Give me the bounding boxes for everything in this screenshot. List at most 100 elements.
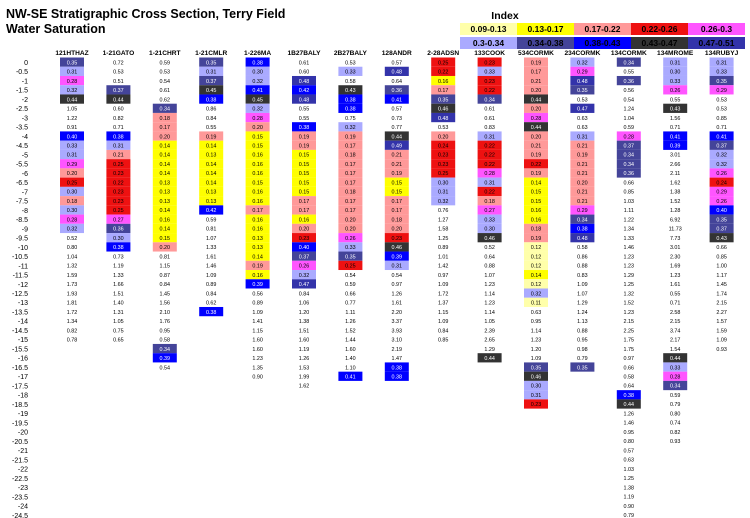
- saturation-cell: [616, 75, 641, 86]
- saturation-cell: [477, 177, 502, 187]
- saturation-value-label: 1.23: [624, 254, 635, 260]
- saturation-value-label: 0.17: [438, 88, 449, 94]
- saturation-value-label: 0.83: [484, 125, 495, 131]
- saturation-cell: [709, 131, 734, 141]
- saturation-value-label: 0.33: [345, 245, 356, 251]
- saturation-cell: [709, 66, 734, 76]
- well-name: 1-21CHRT: [149, 50, 181, 57]
- saturation-value-label: 1.46: [624, 245, 635, 251]
- saturation-value-label: 0.17: [345, 162, 356, 168]
- saturation-cell: [524, 149, 548, 160]
- saturation-value-label: 0.14: [206, 171, 217, 177]
- saturation-value-label: 0.88: [484, 264, 495, 270]
- saturation-value-label: 0.29: [577, 208, 588, 214]
- saturation-value-label: 0.34: [484, 97, 495, 103]
- saturation-value-label: 0.32: [345, 125, 356, 131]
- saturation-value-label: 0.30: [67, 208, 78, 214]
- well-name: 128ANDR: [382, 50, 412, 57]
- saturation-value-label: 0.41: [392, 97, 403, 103]
- saturation-cell: [292, 85, 316, 95]
- saturation-value-label: 1.52: [670, 199, 681, 205]
- saturation-value-label: 1.46: [206, 264, 217, 270]
- saturation-value-label: 0.23: [299, 236, 310, 242]
- saturation-value-label: 0.59: [345, 282, 356, 288]
- saturation-value-label: 0.44: [67, 97, 78, 103]
- saturation-value-label: 1.05: [113, 319, 124, 325]
- saturation-cell: [199, 196, 224, 206]
- saturation-cell: [524, 279, 548, 289]
- saturation-cell: [106, 205, 131, 215]
- saturation-cell: [384, 205, 409, 215]
- saturation-value-label: 1.09: [531, 356, 542, 362]
- saturation-value-label: 0.22: [484, 190, 495, 196]
- saturation-value-label: 0.86: [577, 254, 588, 260]
- saturation-value-label: 0.32: [716, 162, 727, 168]
- saturation-value-label: 0.75: [345, 116, 356, 122]
- saturation-cell: [152, 177, 177, 187]
- saturation-value-label: 0.20: [299, 227, 310, 233]
- saturation-value-label: 0.28: [484, 171, 495, 177]
- saturation-value-label: 0.32: [252, 107, 263, 113]
- saturation-value-label: 1.60: [252, 338, 263, 344]
- saturation-value-label: 1.27: [438, 217, 449, 223]
- saturation-value-label: 1.23: [484, 282, 495, 288]
- saturation-cell: [384, 159, 409, 169]
- saturation-value-label: 0.31: [577, 134, 588, 140]
- saturation-value-label: 0.53: [716, 97, 727, 103]
- depth-tick-label: -10.5: [12, 254, 28, 261]
- saturation-value-label: 0.37: [624, 144, 635, 150]
- saturation-value-label: 0.34: [160, 107, 171, 113]
- saturation-cell: [524, 214, 548, 224]
- saturation-cell: [524, 168, 548, 178]
- saturation-value-label: 0.43: [716, 236, 727, 242]
- saturation-cell: [60, 57, 84, 67]
- saturation-value-label: 0.31: [670, 60, 681, 66]
- saturation-value-label: 1.13: [577, 319, 588, 325]
- saturation-value-label: 0.89: [252, 301, 263, 307]
- saturation-value-label: 0.20: [531, 107, 542, 113]
- saturation-cell: [152, 140, 177, 150]
- saturation-value-label: 1.29: [484, 347, 495, 353]
- saturation-value-label: 0.15: [160, 236, 171, 242]
- saturation-cell: [60, 168, 84, 178]
- saturation-value-label: 0.28: [252, 116, 263, 122]
- saturation-cell: [292, 223, 316, 234]
- saturation-value-label: 0.90: [624, 504, 635, 510]
- saturation-value-label: 0.29: [716, 88, 727, 94]
- saturation-cell: [292, 260, 316, 271]
- depth-tick-label: -24.5: [12, 513, 28, 518]
- saturation-value-label: 0.77: [345, 301, 356, 307]
- saturation-value-label: 0.23: [484, 60, 495, 66]
- saturation-value-label: 1.62: [670, 180, 681, 186]
- saturation-value-label: 0.82: [670, 430, 681, 436]
- saturation-value-label: 1.23: [531, 338, 542, 344]
- saturation-value-label: 0.63: [577, 116, 588, 122]
- saturation-value-label: 3.10: [392, 338, 403, 344]
- saturation-value-label: 0.85: [716, 116, 727, 122]
- saturation-cell: [709, 149, 734, 160]
- saturation-cell: [431, 186, 456, 197]
- saturation-value-label: 0.53: [345, 60, 356, 66]
- depth-tick-label: -8: [22, 208, 28, 215]
- saturation-value-label: 0.89: [438, 245, 449, 251]
- saturation-value-label: 0.38: [113, 245, 124, 251]
- saturation-cell: [570, 233, 595, 243]
- saturation-value-label: 0.55: [206, 125, 217, 131]
- saturation-value-label: 0.90: [252, 375, 263, 381]
- saturation-value-label: 0.14: [206, 144, 217, 150]
- depth-tick-label: -8.5: [16, 217, 28, 224]
- saturation-value-label: 0.17: [345, 208, 356, 214]
- saturation-value-label: 0.61: [299, 60, 310, 66]
- saturation-value-label: 0.28: [531, 116, 542, 122]
- saturation-cell: [60, 94, 84, 104]
- saturation-cell: [106, 177, 131, 187]
- saturation-value-label: 1.09: [716, 338, 727, 344]
- saturation-value-label: 0.17: [531, 70, 542, 76]
- saturation-value-label: 0.58: [345, 79, 356, 85]
- depth-tick-label: -13: [18, 300, 28, 307]
- saturation-cell: [199, 168, 224, 178]
- saturation-value-label: 0.35: [716, 79, 727, 85]
- saturation-value-label: 0.51: [113, 79, 124, 85]
- saturation-value-label: 0.30: [531, 384, 542, 390]
- saturation-value-label: 1.24: [577, 310, 588, 316]
